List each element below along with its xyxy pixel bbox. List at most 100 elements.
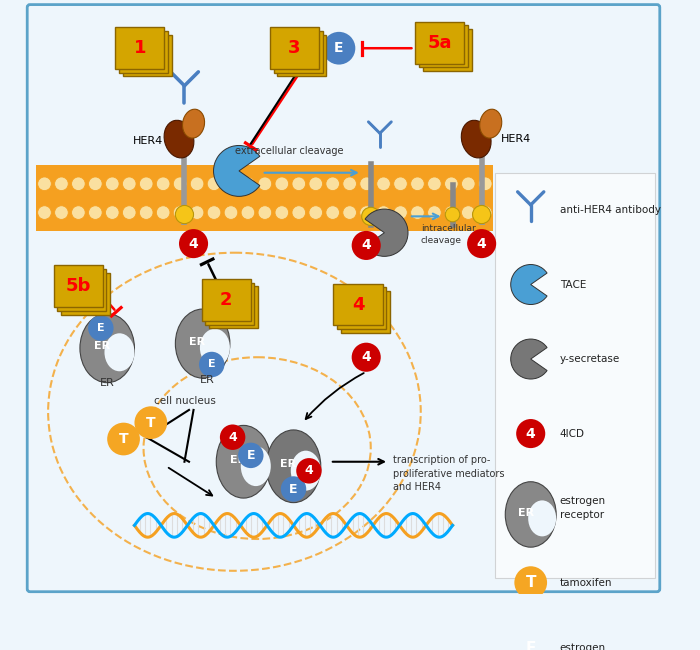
Circle shape xyxy=(139,206,153,220)
Circle shape xyxy=(467,229,496,258)
Circle shape xyxy=(55,177,69,190)
Text: y-secretase: y-secretase xyxy=(560,354,620,364)
Wedge shape xyxy=(214,146,260,196)
Circle shape xyxy=(176,205,193,224)
Circle shape xyxy=(377,177,391,190)
Circle shape xyxy=(258,206,272,220)
Ellipse shape xyxy=(183,109,204,138)
Wedge shape xyxy=(365,209,408,256)
FancyBboxPatch shape xyxy=(341,291,390,333)
Circle shape xyxy=(134,406,167,439)
Circle shape xyxy=(444,177,458,190)
Circle shape xyxy=(461,177,475,190)
Circle shape xyxy=(445,207,460,222)
Ellipse shape xyxy=(200,329,230,367)
Text: 4: 4 xyxy=(526,426,536,441)
Text: 1: 1 xyxy=(134,39,146,57)
Circle shape xyxy=(55,206,69,220)
Circle shape xyxy=(38,206,51,220)
FancyBboxPatch shape xyxy=(277,34,326,77)
Circle shape xyxy=(258,177,272,190)
Text: estrogen: estrogen xyxy=(560,643,606,650)
Text: ER: ER xyxy=(230,455,246,465)
Circle shape xyxy=(323,32,356,64)
Text: 4: 4 xyxy=(361,239,371,252)
FancyBboxPatch shape xyxy=(202,279,251,321)
FancyBboxPatch shape xyxy=(209,287,258,328)
Circle shape xyxy=(190,206,204,220)
Circle shape xyxy=(224,206,238,220)
Text: 5a: 5a xyxy=(428,34,452,52)
FancyBboxPatch shape xyxy=(27,5,660,592)
Text: intracellular
cleavage: intracellular cleavage xyxy=(421,224,475,244)
Circle shape xyxy=(241,206,255,220)
Text: 4: 4 xyxy=(304,464,314,477)
Circle shape xyxy=(292,177,306,190)
Text: HER4: HER4 xyxy=(133,136,163,146)
Circle shape xyxy=(516,419,545,448)
Bar xyxy=(36,166,493,231)
Text: tamoxifen: tamoxifen xyxy=(560,578,612,588)
Text: TACE: TACE xyxy=(560,280,586,289)
Circle shape xyxy=(360,206,373,220)
Circle shape xyxy=(207,177,220,190)
FancyBboxPatch shape xyxy=(122,34,172,77)
Text: ER: ER xyxy=(94,341,110,352)
Text: ER: ER xyxy=(280,460,296,469)
Text: 4: 4 xyxy=(189,237,198,251)
Circle shape xyxy=(461,206,475,220)
Ellipse shape xyxy=(266,430,321,502)
Circle shape xyxy=(351,343,381,372)
Text: E: E xyxy=(208,359,216,369)
Ellipse shape xyxy=(80,313,134,383)
Text: anti-HER4 antibody: anti-HER4 antibody xyxy=(560,205,661,215)
Circle shape xyxy=(275,177,288,190)
Circle shape xyxy=(309,206,323,220)
Circle shape xyxy=(106,206,119,220)
Text: 4: 4 xyxy=(361,350,371,364)
Circle shape xyxy=(343,206,356,220)
Ellipse shape xyxy=(528,500,556,536)
Circle shape xyxy=(309,177,323,190)
Circle shape xyxy=(88,177,102,190)
Circle shape xyxy=(107,422,140,456)
FancyBboxPatch shape xyxy=(423,29,472,71)
Circle shape xyxy=(71,206,85,220)
Text: ER: ER xyxy=(189,337,205,347)
FancyBboxPatch shape xyxy=(61,273,110,315)
Circle shape xyxy=(326,206,340,220)
Circle shape xyxy=(241,177,255,190)
Circle shape xyxy=(296,458,322,484)
Circle shape xyxy=(199,352,225,377)
Wedge shape xyxy=(511,265,547,304)
FancyBboxPatch shape xyxy=(496,173,655,578)
FancyBboxPatch shape xyxy=(274,31,323,73)
FancyBboxPatch shape xyxy=(205,283,254,324)
Text: extracellular cleavage: extracellular cleavage xyxy=(234,146,343,156)
Ellipse shape xyxy=(241,446,271,486)
Text: E: E xyxy=(289,482,298,495)
Text: ER: ER xyxy=(100,378,115,387)
Circle shape xyxy=(275,206,288,220)
Circle shape xyxy=(360,177,373,190)
Circle shape xyxy=(411,206,424,220)
Circle shape xyxy=(88,206,102,220)
Ellipse shape xyxy=(176,309,230,378)
FancyBboxPatch shape xyxy=(415,22,464,64)
Text: E: E xyxy=(246,449,255,462)
Ellipse shape xyxy=(164,120,194,158)
Circle shape xyxy=(377,206,391,220)
Circle shape xyxy=(156,206,170,220)
Circle shape xyxy=(444,206,458,220)
Ellipse shape xyxy=(461,120,491,158)
Circle shape xyxy=(428,206,441,220)
FancyBboxPatch shape xyxy=(333,283,383,326)
Text: cell nucleus: cell nucleus xyxy=(153,396,216,406)
Ellipse shape xyxy=(480,109,502,138)
Wedge shape xyxy=(511,339,547,379)
Circle shape xyxy=(514,632,547,650)
Circle shape xyxy=(238,443,263,468)
Text: HER4: HER4 xyxy=(501,134,531,144)
Circle shape xyxy=(122,177,136,190)
Circle shape xyxy=(179,229,208,258)
